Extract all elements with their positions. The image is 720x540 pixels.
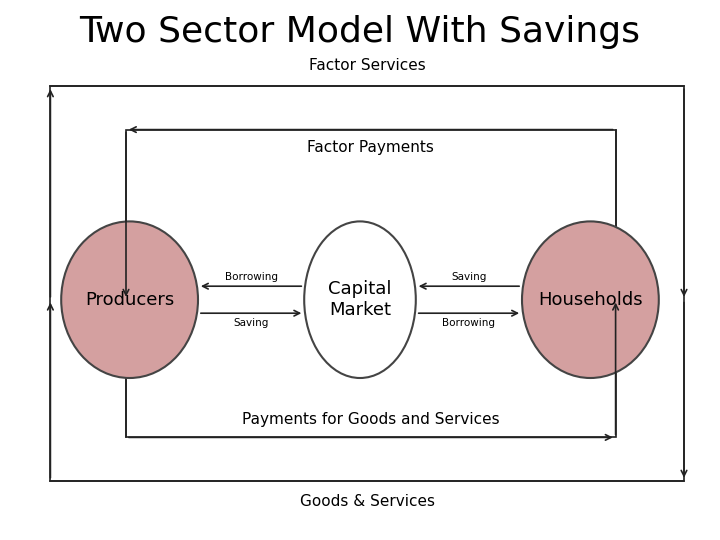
Text: Borrowing: Borrowing xyxy=(442,318,495,328)
Text: Borrowing: Borrowing xyxy=(225,272,278,282)
Ellipse shape xyxy=(304,221,416,378)
Bar xyxy=(126,130,616,437)
Text: Goods & Services: Goods & Services xyxy=(300,494,435,509)
Bar xyxy=(50,86,684,481)
Ellipse shape xyxy=(522,221,659,378)
Text: Factor Services: Factor Services xyxy=(309,58,426,73)
Text: Factor Payments: Factor Payments xyxy=(307,140,434,156)
Text: Saving: Saving xyxy=(451,272,487,282)
Text: Two Sector Model With Savings: Two Sector Model With Savings xyxy=(79,16,641,49)
Text: Capital
Market: Capital Market xyxy=(328,280,392,319)
Text: Payments for Goods and Services: Payments for Goods and Services xyxy=(242,411,500,427)
Ellipse shape xyxy=(61,221,198,378)
Text: Producers: Producers xyxy=(85,291,174,309)
Text: Saving: Saving xyxy=(233,318,269,328)
Text: Households: Households xyxy=(538,291,643,309)
